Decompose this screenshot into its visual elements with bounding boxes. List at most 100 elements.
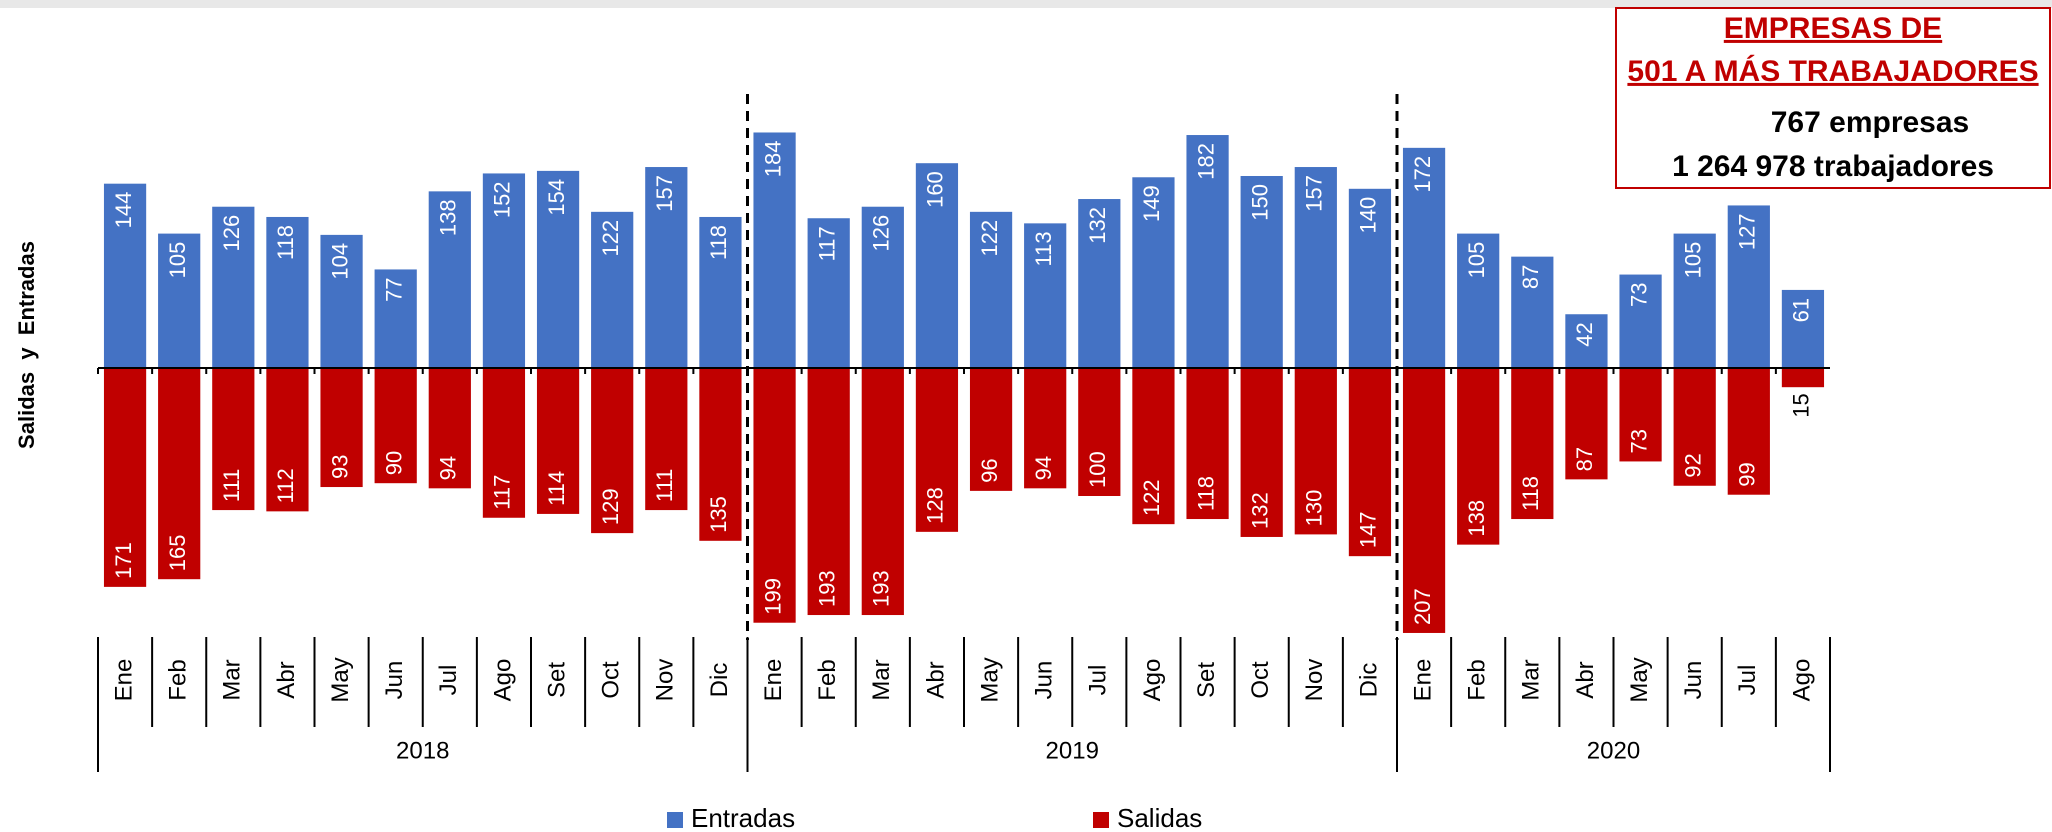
value-label: 171 — [111, 542, 136, 579]
group-label: 2020 — [1587, 737, 1640, 764]
bar — [1186, 135, 1229, 368]
bar — [428, 191, 471, 368]
bar — [1240, 368, 1283, 537]
value-label: 199 — [760, 578, 785, 615]
value-label: 135 — [706, 496, 731, 533]
value-label: 96 — [977, 458, 1002, 482]
bar — [699, 368, 742, 541]
x-tick-label: Abr — [273, 661, 300, 698]
value-label: 122 — [977, 220, 1002, 257]
bar — [645, 368, 688, 511]
value-label: 193 — [869, 570, 894, 607]
value-label: 157 — [652, 175, 677, 212]
bar — [1619, 274, 1662, 368]
x-tick-label: Mar — [1518, 659, 1545, 700]
x-tick-label: Oct — [1247, 661, 1274, 699]
value-label: 147 — [1356, 511, 1381, 548]
x-tick-label: Dic — [1355, 663, 1382, 698]
legend-label: Entradas — [691, 803, 795, 832]
x-tick-label: Ene — [1409, 659, 1436, 702]
bar — [699, 216, 742, 368]
value-label: 77 — [382, 277, 407, 301]
bar — [482, 368, 526, 518]
x-tick-label: Jul — [435, 665, 462, 696]
top-strip — [0, 0, 2052, 8]
value-label: 193 — [815, 570, 840, 607]
bar — [645, 167, 688, 368]
x-tick-label: Set — [1193, 662, 1220, 698]
bar — [753, 132, 796, 368]
value-label: 92 — [1681, 453, 1706, 477]
bar — [1024, 368, 1067, 489]
value-label: 87 — [1572, 447, 1597, 471]
x-tick-label: Feb — [165, 659, 192, 700]
bar — [536, 170, 580, 368]
x-tick-label: Nov — [652, 659, 679, 702]
bar — [212, 206, 255, 368]
x-tick-label: Oct — [598, 661, 625, 699]
bar — [1024, 223, 1067, 368]
group-label: 2018 — [396, 737, 449, 764]
value-label: 111 — [652, 469, 677, 502]
y-axis-label: Salidas y Entradas — [14, 241, 39, 449]
bar — [1565, 368, 1608, 480]
legend-swatch — [667, 812, 683, 828]
value-label: 113 — [1031, 231, 1056, 266]
x-tick-label: Jul — [1734, 665, 1761, 696]
value-label: 140 — [1356, 197, 1381, 234]
bar — [1565, 314, 1608, 368]
info-box — [1615, 7, 2051, 189]
value-label: 93 — [327, 455, 352, 479]
bar — [1727, 368, 1770, 495]
x-tick-label: Mar — [868, 659, 895, 700]
value-label: 105 — [1464, 242, 1489, 279]
x-tick-label: Ago — [1788, 659, 1815, 702]
value-label: 172 — [1410, 156, 1435, 193]
bar — [1673, 233, 1716, 368]
x-tick-label: Dic — [706, 663, 733, 698]
bar — [915, 368, 959, 532]
value-label: 87 — [1518, 265, 1543, 289]
value-label: 111 — [219, 469, 244, 502]
value-label: 105 — [1681, 242, 1706, 279]
bar — [1348, 188, 1392, 368]
value-label: 149 — [1139, 185, 1164, 222]
x-tick-label: Jun — [1680, 661, 1707, 700]
box-line: 767 empresas — [1771, 106, 1970, 139]
x-tick-label: Ene — [110, 659, 137, 702]
value-label: 144 — [111, 192, 136, 229]
value-label: 128 — [923, 487, 948, 524]
value-label: 122 — [598, 220, 623, 257]
x-tick-label: May — [1626, 657, 1653, 702]
bar — [536, 368, 580, 514]
bar — [1781, 289, 1825, 368]
value-label: 112 — [273, 468, 298, 503]
bar — [1078, 199, 1121, 368]
x-tick-label: Abr — [922, 661, 949, 698]
x-tick-label: Jun — [1031, 661, 1058, 700]
value-label: 105 — [165, 242, 190, 279]
bar — [158, 233, 201, 368]
x-tick-label: May — [976, 657, 1003, 702]
value-label: 138 — [436, 199, 461, 236]
value-label: 15 — [1789, 393, 1814, 417]
x-tick-label: Set — [543, 662, 570, 698]
bar — [103, 183, 147, 368]
value-label: 132 — [1248, 492, 1273, 529]
value-label: 100 — [1085, 451, 1110, 488]
bar — [266, 368, 309, 512]
bar — [1781, 368, 1825, 388]
bar — [158, 368, 201, 580]
bar — [320, 234, 363, 368]
bar — [1348, 368, 1392, 557]
value-label: 118 — [273, 225, 298, 260]
bar — [591, 368, 634, 534]
bar — [1294, 167, 1337, 368]
value-label: 126 — [869, 215, 894, 252]
bar — [482, 173, 526, 368]
bar — [591, 211, 634, 368]
x-tick-label: Mar — [219, 659, 246, 700]
x-tick-label: Nov — [1301, 659, 1328, 702]
